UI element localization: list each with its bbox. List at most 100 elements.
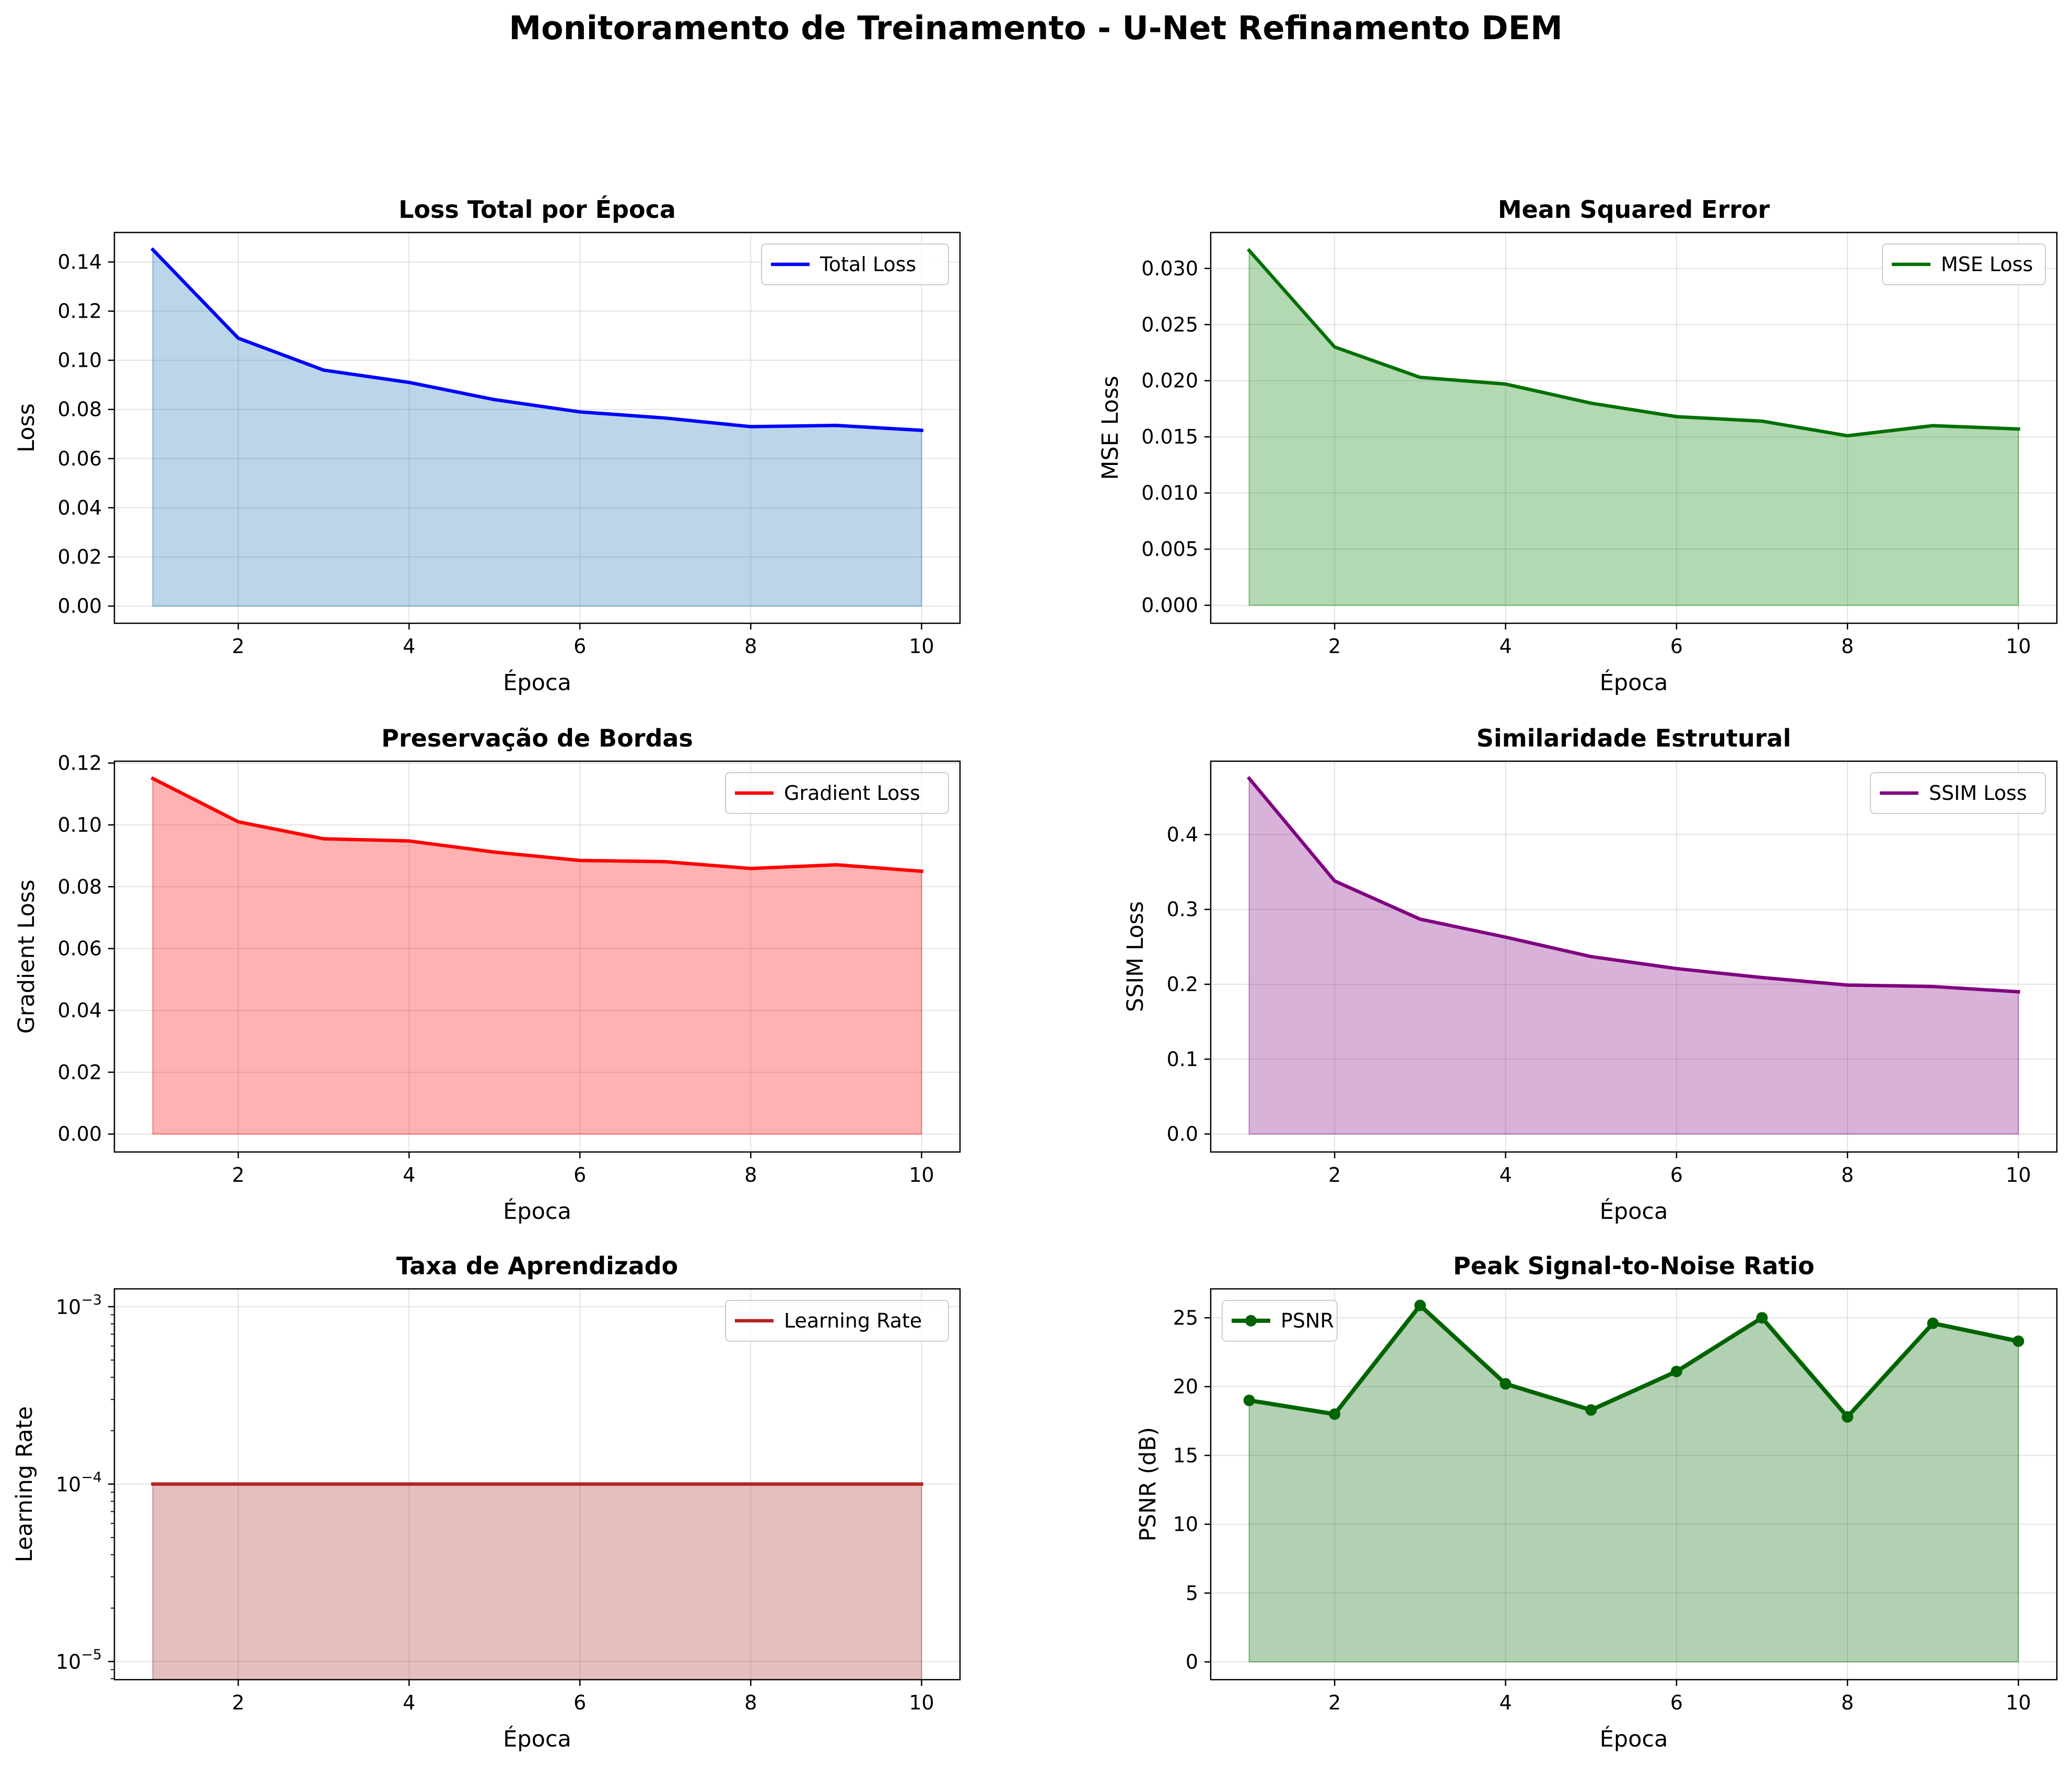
chart-title: Similaridade Estrutural — [1477, 724, 1791, 752]
series-area-gradient-loss — [152, 777, 922, 1135]
chart-panel-preservacao-de-bordas: 2 4 6 8 10 0.00 0.02 0.04 0.06 0.08 0.10 0.12 Preser… — [14, 724, 961, 1225]
y-axis-label: Gradient Loss — [14, 879, 40, 1033]
x-tick-label: 2 — [232, 1163, 244, 1186]
x-tick-label: 4 — [1499, 1163, 1512, 1186]
data-point — [1927, 1317, 1939, 1329]
y-tick-label: 25 — [1173, 1306, 1198, 1329]
y-tick-label: 0.14 — [57, 250, 102, 273]
x-tick-label: 8 — [1841, 1163, 1854, 1186]
x-axis-label: Época — [503, 1726, 571, 1752]
x-tick-label: 10 — [2006, 1163, 2031, 1186]
x-tick-label: 4 — [1499, 635, 1512, 658]
axes-frame — [1210, 1288, 2058, 1681]
x-tick-label: 2 — [232, 1691, 244, 1714]
x-tick-label: 6 — [1670, 1691, 1683, 1714]
series-line-mse-loss — [1247, 248, 2020, 438]
x-tick-label: 6 — [573, 1163, 586, 1186]
y-tick-label: 10−3 — [56, 1292, 102, 1319]
y-tick-label: 0.000 — [1141, 594, 1198, 617]
y-tick-label: 0.0 — [1167, 1123, 1198, 1146]
legend-label: MSE Loss — [1941, 253, 2033, 276]
x-tick-label: 6 — [1670, 1163, 1683, 1186]
chart-title: Mean Squared Error — [1498, 195, 1770, 224]
x-axis-label: Época — [503, 669, 571, 696]
x-tick-label: 8 — [744, 1163, 757, 1186]
legend-box — [1882, 243, 2046, 285]
chart-panel-similaridade-estrutural: 2 4 6 8 10 0.0 0.1 0.2 0.3 0.4 Similaridade Estrut… — [1122, 724, 2058, 1225]
chart-panel-mean-squared-error: 2 4 6 8 10 0.000 0.005 0.010 0.015 0.020 0.025 0.03… — [1097, 195, 2058, 696]
x-axis-label: Época — [1600, 669, 1668, 696]
y-tick-label: 0.10 — [57, 813, 102, 836]
y-tick-label: 20 — [1173, 1375, 1198, 1398]
legend-box — [761, 243, 949, 285]
y-tick-label: 10−5 — [56, 1647, 102, 1673]
y-tick-label: 0.025 — [1141, 313, 1198, 336]
axes-frame — [1210, 760, 2058, 1153]
legend-label: Learning Rate — [784, 1309, 922, 1332]
figure-title: Monitoramento de Treinamento - U-Net Ref… — [509, 9, 1562, 47]
axes-frame — [113, 760, 961, 1153]
x-tick-label: 4 — [403, 1691, 415, 1714]
chart-title: Peak Signal-to-Noise Ratio — [1453, 1252, 1815, 1280]
legend: Total Loss — [761, 243, 949, 285]
data-point — [1329, 1408, 1341, 1420]
x-tick-label: 6 — [573, 635, 586, 658]
y-tick-label: 0.06 — [57, 447, 102, 470]
y-tick-label: 0.12 — [57, 752, 102, 775]
legend-box — [725, 1300, 949, 1342]
y-tick-label: 5 — [1186, 1581, 1198, 1604]
y-axis-label: Loss — [14, 403, 40, 452]
data-point — [1670, 1366, 1682, 1378]
y-tick-label: 0 — [1186, 1650, 1198, 1673]
y-tick-label: 0.4 — [1167, 823, 1198, 846]
x-tick-label: 2 — [1328, 1163, 1341, 1186]
axes-frame — [1210, 231, 2058, 624]
y-tick-label: 0.015 — [1141, 425, 1198, 448]
y-tick-label: 0.00 — [57, 1123, 102, 1146]
series-line-ssim-loss — [1247, 776, 2020, 994]
legend-box — [1870, 772, 2046, 814]
series-area-total-loss — [152, 248, 922, 607]
legend-marker — [1245, 1315, 1257, 1326]
legend-box — [1222, 1300, 1338, 1342]
x-tick-label: 10 — [2006, 635, 2031, 658]
y-tick-label: 0.2 — [1167, 973, 1198, 996]
x-tick-label: 2 — [1328, 1691, 1341, 1714]
x-tick-label: 8 — [744, 1691, 757, 1714]
y-tick-label: 15 — [1173, 1444, 1198, 1467]
y-tick-label: 0.10 — [57, 349, 102, 372]
legend-label: PSNR — [1281, 1309, 1334, 1332]
chart-panel-taxa-de-aprendizado: 2 4 6 8 10 10−5 10−4 10−3 Taxa de Aprendizado Épo… — [11, 1252, 961, 1752]
y-tick-label: 0.02 — [57, 1061, 102, 1084]
x-tick-label: 8 — [1841, 1691, 1854, 1714]
legend: SSIM Loss — [1870, 772, 2046, 814]
x-tick-label: 8 — [1841, 635, 1854, 658]
axes-frame — [113, 231, 961, 624]
y-tick-label: 0.020 — [1141, 369, 1198, 392]
chart-panel-loss-total-por-epoca: 2 4 6 8 10 0.00 0.02 0.04 0.06 0.08 0.10 0.12 0.14 Lo… — [14, 195, 961, 696]
x-tick-label: 4 — [403, 1163, 415, 1186]
legend-label: Total Loss — [820, 253, 916, 276]
series-line-gradient-loss — [150, 776, 923, 874]
data-point — [1414, 1299, 1426, 1311]
chart-title: Loss Total por Época — [399, 195, 676, 224]
y-tick-label: 0.08 — [57, 875, 102, 898]
legend-label: SSIM Loss — [1929, 782, 2027, 805]
y-tick-label: 0.04 — [57, 496, 102, 519]
y-axis-label: PSNR (dB) — [1135, 1427, 1161, 1541]
y-tick-label: 0.3 — [1167, 898, 1198, 921]
y-tick-label: 0.06 — [57, 937, 102, 960]
chart-title: Taxa de Aprendizado — [396, 1252, 678, 1280]
x-axis-label: Época — [1600, 1198, 1668, 1225]
x-tick-label: 4 — [403, 635, 415, 658]
chart-panel-peak-signal-to-noise-ratio: 2 4 6 8 10 0 5 10 15 20 25 Peak Signal-to-Noise Rat… — [1135, 1252, 2058, 1752]
y-axis-label: MSE Loss — [1097, 376, 1123, 480]
y-tick-label: 0.1 — [1167, 1048, 1198, 1070]
chart-title: Preservação de Bordas — [381, 724, 693, 752]
series-line-psnr — [1247, 1303, 2021, 1419]
x-tick-label: 10 — [909, 1163, 934, 1186]
legend: PSNR — [1222, 1300, 1338, 1342]
y-axis-label: Learning Rate — [11, 1406, 38, 1563]
x-tick-label: 4 — [1499, 1691, 1512, 1714]
